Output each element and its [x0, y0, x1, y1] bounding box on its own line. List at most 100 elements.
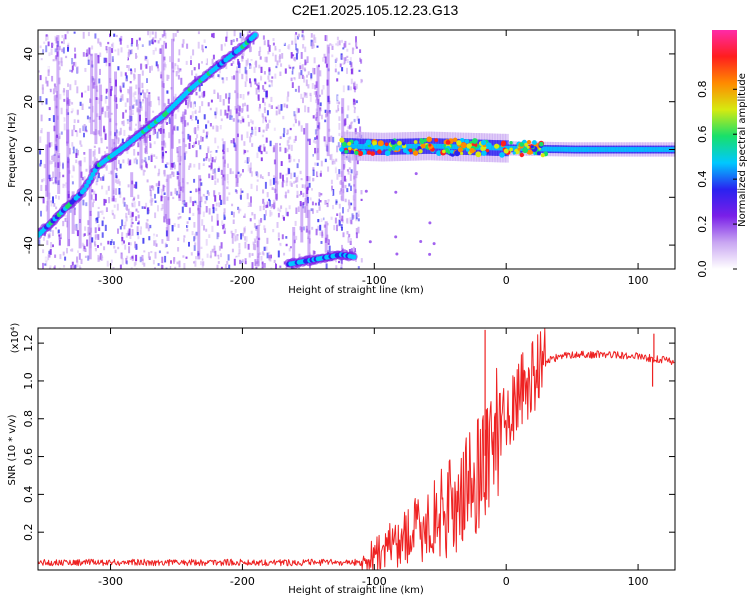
spectrogram-streak	[129, 86, 133, 131]
spectrogram-cell	[285, 60, 288, 63]
spectrogram-cell	[163, 102, 166, 107]
carrier-core	[618, 147, 623, 152]
spectrogram-cell	[217, 145, 220, 149]
spectrogram-cell	[181, 200, 184, 205]
spectrogram-cell	[56, 115, 59, 120]
spectrogram-cell	[202, 261, 205, 266]
spectrogram-cell	[265, 210, 267, 216]
carrier-peak	[394, 146, 400, 151]
spectrogram-cell	[128, 246, 131, 254]
spectrogram-cell	[251, 253, 254, 256]
spectrogram-cell	[71, 149, 74, 153]
spectrogram-cell	[186, 123, 189, 127]
spectrogram-cell	[286, 211, 289, 217]
spectrogram-cell	[179, 70, 182, 76]
spectrogram-cell	[268, 68, 271, 76]
spectrogram-cell	[91, 189, 94, 193]
spectrogram-cell	[214, 168, 216, 174]
spectrogram-cell	[52, 171, 55, 178]
spectrogram-cell	[128, 126, 131, 130]
spectrogram-cell	[43, 56, 46, 59]
spectrogram-cell	[74, 207, 76, 210]
spectrogram-cell	[104, 199, 107, 203]
spectrogram-cell	[49, 96, 52, 103]
spectrogram-cell	[269, 241, 272, 246]
spectrogram-streak	[147, 94, 151, 139]
spectrogram-cell	[161, 146, 164, 151]
spectrogram-cell	[325, 113, 327, 118]
spectrogram-cell	[343, 164, 346, 170]
spectrogram-cell	[201, 44, 204, 51]
spectrogram-cell	[106, 75, 109, 81]
spectrogram-cell	[63, 117, 66, 122]
spectrogram-cell	[188, 165, 191, 170]
spectrogram-cell	[42, 197, 45, 204]
spectrogram-cell	[129, 81, 132, 84]
spectrogram-cell	[115, 103, 118, 109]
spectrogram-cell	[38, 70, 40, 73]
spectrogram-cell	[275, 106, 278, 110]
spectrogram-cell	[315, 94, 318, 101]
spectrogram-cell	[326, 79, 329, 86]
spectrogram-cell	[143, 175, 146, 182]
spectrogram-cell	[199, 252, 202, 258]
spectrogram-cell	[207, 120, 210, 124]
spectrogram-cell	[303, 76, 306, 83]
spectrogram-cell	[195, 256, 197, 260]
spectrogram-cell	[334, 217, 337, 224]
spectrogram-cell	[135, 157, 137, 160]
colorbar-ticks: 0.00.20.40.60.8	[696, 81, 737, 278]
carrier-peak	[499, 152, 505, 158]
spectrogram-cell	[129, 50, 132, 55]
spectrogram-cell	[92, 160, 95, 165]
spectrogram-cell	[139, 99, 141, 104]
spectrogram-cell	[131, 180, 134, 185]
spectrogram-cell	[42, 178, 45, 182]
spectrogram-cell	[69, 173, 72, 177]
spectrogram-cell	[200, 135, 202, 143]
spectrogram-cell	[136, 226, 139, 233]
spectrogram-cell	[278, 194, 281, 199]
spectrogram-streak	[292, 227, 296, 267]
spectrogram-cell	[343, 161, 346, 168]
spectrogram-cell	[135, 181, 138, 189]
spectrogram-cell	[111, 209, 114, 215]
spectrogram-cell	[106, 105, 109, 111]
spectrogram-cell	[54, 56, 57, 62]
spectrogram-cell	[158, 250, 161, 254]
spectrogram-cell	[70, 265, 73, 269]
spectrogram-cell	[337, 71, 340, 75]
spectrogram-cell	[181, 178, 184, 183]
spectrogram-cell	[59, 254, 62, 260]
spectrogram-cell	[62, 251, 65, 256]
snr-xtick-label: -200	[230, 575, 255, 588]
spectrogram-cell	[299, 170, 302, 175]
spectrogram-cell	[149, 199, 152, 203]
spectrogram-cell	[356, 213, 359, 218]
spectrogram-cell	[99, 180, 102, 186]
spectrogram-cell	[304, 198, 307, 203]
spectrogram-cell	[77, 150, 79, 156]
spectrogram-cell	[341, 244, 343, 249]
spectrogram-cell	[163, 169, 166, 177]
carrier-core	[570, 147, 575, 152]
spectrogram-cell	[76, 86, 79, 94]
spectrogram-xtick-label: -100	[362, 274, 387, 287]
spectrogram-cell	[124, 184, 127, 189]
spectrogram-cell	[236, 256, 238, 261]
spectrogram-cell	[68, 239, 71, 246]
spectrogram-cell	[245, 55, 247, 59]
spectrogram-cell	[328, 228, 330, 236]
carrier-peak	[526, 140, 532, 145]
spectrogram-cell	[181, 186, 184, 193]
snr-line	[38, 328, 675, 570]
spectrogram-cell	[112, 241, 115, 245]
spectrogram-cell	[345, 63, 348, 66]
spectrogram-cell	[341, 107, 344, 114]
spectrogram-cell	[313, 34, 316, 40]
spectrogram-cell	[261, 113, 264, 118]
spectrogram-cell	[324, 140, 327, 147]
spectrogram-cell	[207, 192, 210, 196]
spectrogram-cell	[314, 153, 317, 156]
spectrogram-cell	[166, 170, 169, 177]
